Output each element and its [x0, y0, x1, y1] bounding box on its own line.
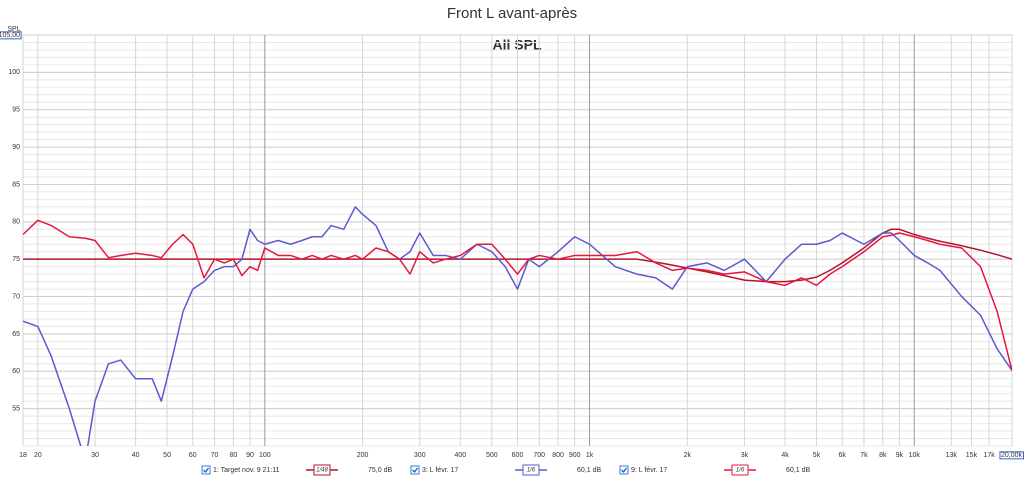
legend-check	[203, 467, 210, 473]
y-tick-label: 90	[12, 144, 20, 151]
limit-box	[0, 31, 22, 40]
y-tick-label: 95	[12, 107, 20, 114]
limit-box	[999, 451, 1024, 460]
y-axis-label: SPL	[7, 26, 20, 33]
x-tick-label: 700	[533, 452, 545, 459]
x-tick-label: 4k	[781, 452, 789, 459]
legend-smoothing-box	[731, 464, 749, 476]
x-tick-label: 50	[163, 452, 171, 459]
x-tick-label: 90	[246, 452, 254, 459]
legend-label: 9: L févr. 17	[631, 467, 667, 474]
x-tick-label: 2k	[684, 452, 692, 459]
legend-level: 60,1 dB	[577, 467, 601, 474]
y-tick-label: 105,00	[0, 32, 20, 39]
x-tick-label: 70	[211, 452, 219, 459]
labels: 55 60 65 70 75 80 85 90 95 100 105,00 18 20 30 40 50 60 7…	[0, 31, 1024, 476]
x-tick-label: 17k	[983, 452, 995, 459]
x-tick-label: 400	[454, 452, 466, 459]
legend-label: 1: Target nov. 9 21:11	[213, 467, 280, 474]
y-tick-label: 75	[12, 256, 20, 263]
x-tick-label: 1k	[586, 452, 594, 459]
x-tick-label: 500	[486, 452, 498, 459]
legend-label: 3: L févr. 17	[422, 467, 458, 474]
x-tick-label: 800	[552, 452, 564, 459]
x-tick-label: 13k	[946, 452, 958, 459]
x-tick-label: 100	[259, 452, 271, 459]
x-tick-label: 3k	[741, 452, 749, 459]
legend-checkbox[interactable]	[410, 465, 420, 475]
y-tick-label: 65	[12, 331, 20, 338]
grid	[22, 34, 1013, 447]
series-line	[23, 228, 1012, 283]
x-tick-label: 40	[132, 452, 140, 459]
legend-smoothing-box	[313, 464, 331, 476]
x-tick-label: 20,00k	[1001, 452, 1023, 459]
chart-title: Front L avant-après	[447, 5, 577, 22]
legend-smoothing: 1/6	[736, 468, 745, 474]
x-tick-label: 60	[189, 452, 197, 459]
legend-check	[621, 467, 628, 473]
legend-checkbox[interactable]	[201, 465, 211, 475]
x-tick-label: 10k	[909, 452, 921, 459]
legend-smoothing-box	[522, 464, 540, 476]
x-tick-label: 8k	[879, 452, 887, 459]
y-tick-label: 80	[12, 219, 20, 226]
y-tick-label: 70	[12, 293, 20, 300]
y-tick-label: 85	[12, 181, 20, 188]
x-tick-label: 200	[357, 452, 369, 459]
legend-level: 75,0 dB	[368, 467, 392, 474]
legend-level: 60,1 dB	[786, 467, 810, 474]
y-tick-label: 60	[12, 368, 20, 375]
x-tick-label: 30	[91, 452, 99, 459]
lines	[23, 206, 1012, 446]
x-tick-label: 900	[569, 452, 581, 459]
legend-smoothing: 1/48	[316, 468, 328, 474]
legend-checkbox[interactable]	[619, 465, 629, 475]
x-tick-label: 6k	[839, 452, 847, 459]
legend-check	[412, 467, 419, 473]
series-line	[23, 206, 1012, 446]
legend-smoothing: 1/6	[527, 468, 536, 474]
x-tick-label: 20	[34, 452, 42, 459]
y-tick-label: 55	[12, 405, 20, 412]
x-tick-label: 7k	[860, 452, 868, 459]
y-tick-label: 100	[8, 69, 20, 76]
series-line	[23, 219, 1012, 371]
x-tick-label: 80	[229, 452, 237, 459]
x-tick-label: 18	[19, 452, 27, 459]
x-tick-label: 15k	[966, 452, 978, 459]
x-tick-label: 600	[512, 452, 524, 459]
x-tick-label: 5k	[813, 452, 821, 459]
x-tick-label: 300	[414, 452, 426, 459]
x-tick-label: 9k	[896, 452, 904, 459]
